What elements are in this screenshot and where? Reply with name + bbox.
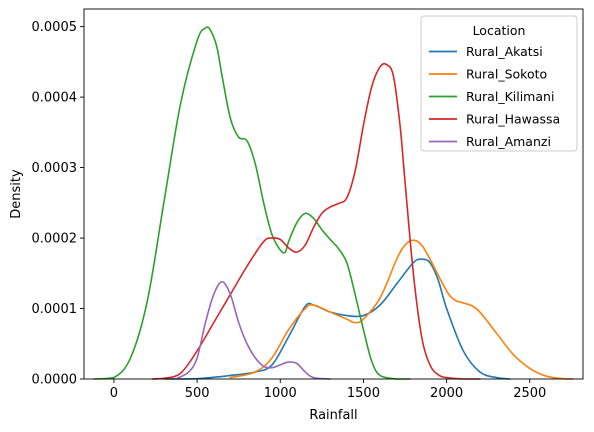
legend-entry-rural-amanzi: Rural_Amanzi xyxy=(466,134,551,149)
y-axis-ticks: 0.0000 0.0001 0.0002 0.0003 0.0004 0.0005 xyxy=(32,20,84,388)
x-tick-label: 2000 xyxy=(430,386,463,401)
y-tick-label: 0.0003 xyxy=(32,161,78,176)
y-tick-label: 0.0005 xyxy=(32,20,78,35)
y-tick-label: 0.0000 xyxy=(32,373,78,388)
y-tick-label: 0.0001 xyxy=(32,302,78,317)
x-tick-label: 0 xyxy=(110,386,118,401)
legend-box xyxy=(420,15,578,152)
series-curves xyxy=(93,26,574,380)
x-tick-label: 1000 xyxy=(264,386,297,401)
y-axis-title: Density xyxy=(9,169,24,219)
series-line-rural-kilimani xyxy=(93,26,411,380)
legend-entry-rural-kilimani: Rural_Kilimani xyxy=(466,89,554,104)
x-tick-label: 1500 xyxy=(347,386,380,401)
x-axis-ticks: 0 500 1000 1500 2000 2500 xyxy=(110,379,546,401)
legend-entry-rural-hawassa: Rural_Hawassa xyxy=(466,112,560,127)
series-line-rural-hawassa xyxy=(151,62,481,380)
series-line-rural-sokoto xyxy=(229,239,574,380)
legend-title: Location xyxy=(473,23,526,38)
x-axis-title: Rainfall xyxy=(309,408,357,423)
legend-entry-rural-sokoto: Rural_Sokoto xyxy=(466,67,547,82)
x-tick-label: 500 xyxy=(185,386,210,401)
series-line-rural-akatsi xyxy=(163,258,511,380)
legend-entry-rural-akatsi: Rural_Akatsi xyxy=(466,44,543,59)
legend: Location Rural_Akatsi Rural_Sokoto Rural_Ki… xyxy=(420,15,578,152)
axes-frame xyxy=(83,8,584,380)
y-tick-label: 0.0004 xyxy=(32,91,78,106)
y-tick-label: 0.0002 xyxy=(32,232,78,247)
series-line-rural-amanzi xyxy=(176,280,331,380)
x-tick-label: 2500 xyxy=(513,386,546,401)
